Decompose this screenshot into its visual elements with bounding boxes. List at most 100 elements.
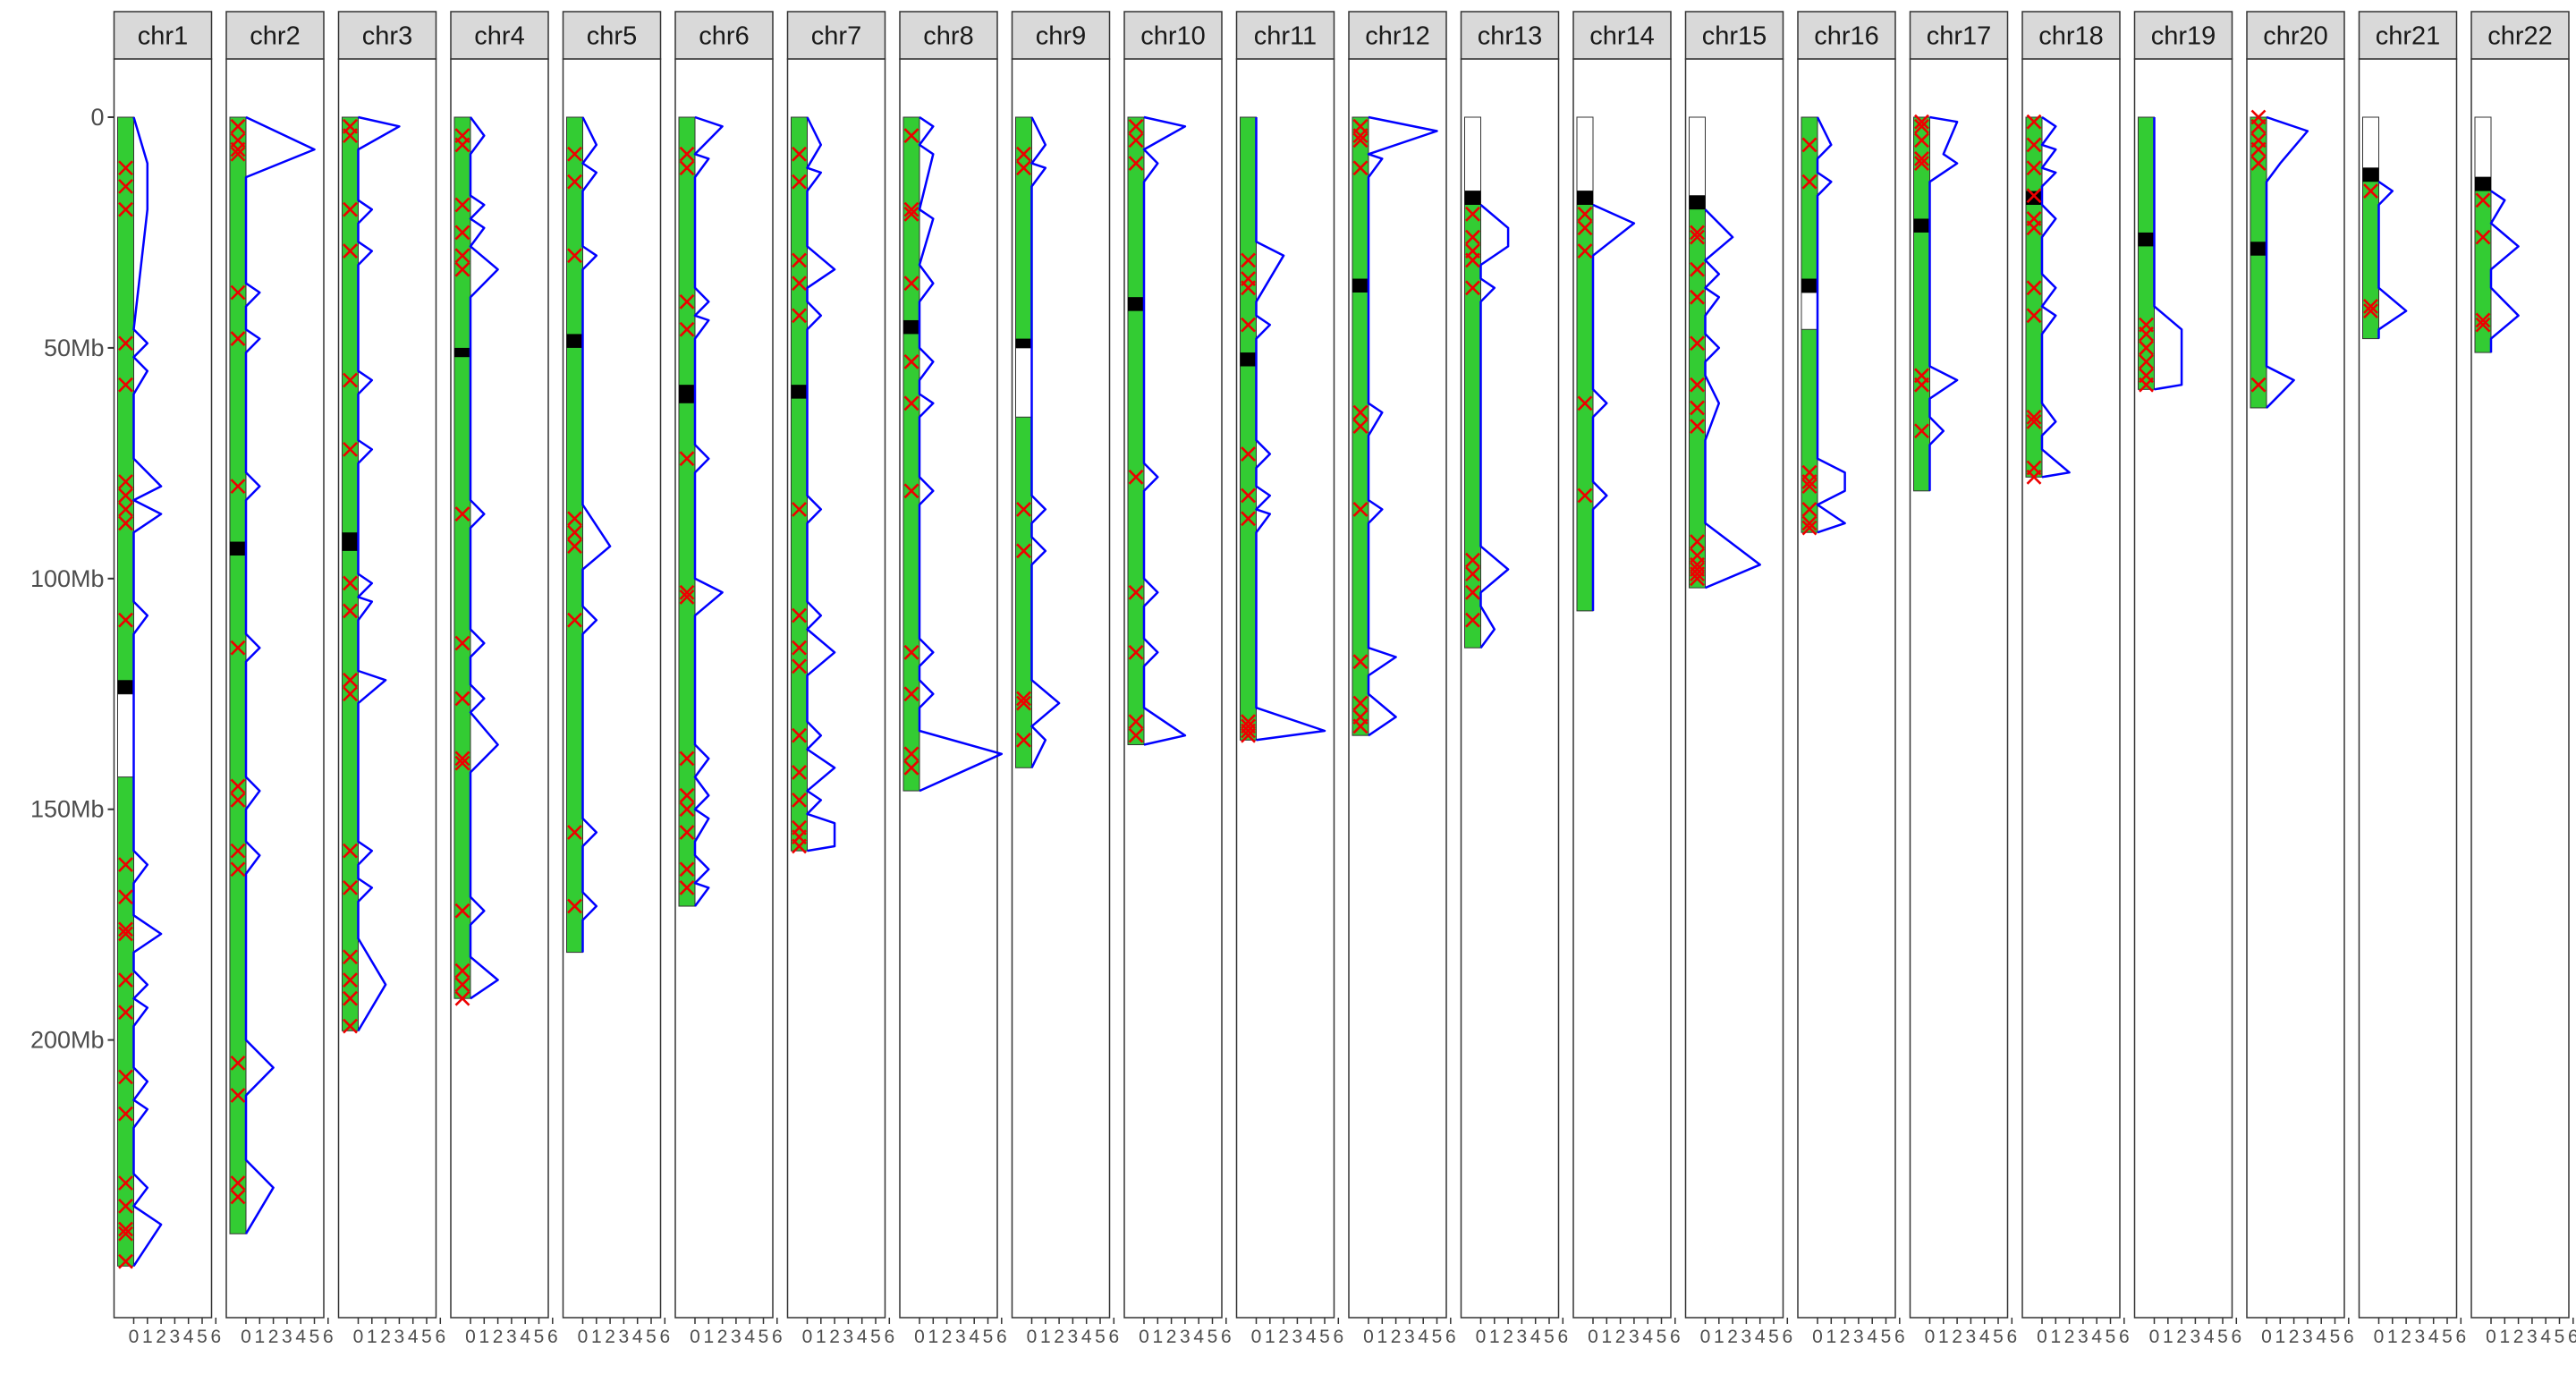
x-tick-label: 1 xyxy=(2499,1327,2510,1347)
strip-header xyxy=(1460,11,1560,60)
x-tick-label: 1 xyxy=(1489,1327,1500,1347)
marker-cross xyxy=(792,174,807,190)
centromere xyxy=(1464,191,1481,206)
x-tick-label: 6 xyxy=(323,1327,334,1347)
marker-cross xyxy=(1914,114,1929,130)
x-tick-label: 0 xyxy=(1925,1327,1936,1347)
marker-cross xyxy=(2475,229,2491,245)
marker-cross xyxy=(1128,584,1144,600)
x-tick-label: 3 xyxy=(731,1327,741,1347)
x-tick-label: 0 xyxy=(1251,1327,1262,1347)
x-tick-label: 5 xyxy=(421,1327,432,1347)
marker-cross xyxy=(2026,280,2042,296)
marker-cross xyxy=(454,755,470,771)
marker-cross xyxy=(1801,520,1818,536)
marker-cross xyxy=(903,206,919,222)
marker-cross xyxy=(118,488,133,504)
marker-cross xyxy=(118,377,133,393)
marker-cross xyxy=(343,575,358,591)
marker-cross xyxy=(903,395,919,411)
x-tick-label: 3 xyxy=(1180,1327,1191,1347)
panel-chr12: chr12 0 1 2 3 4 5 6 xyxy=(1348,11,1456,1347)
marker-cross xyxy=(1690,335,1705,352)
x-tick-label: 0 xyxy=(2149,1327,2160,1347)
centromere xyxy=(1128,297,1144,311)
strip-label: chr4 xyxy=(474,22,524,51)
chromosome-bar xyxy=(2250,116,2267,409)
x-tick-label: 1 xyxy=(1714,1327,1724,1347)
strip-header xyxy=(1909,11,2009,60)
x-tick-label: 6 xyxy=(659,1327,670,1347)
gap-region xyxy=(1576,116,1594,192)
marker-cross xyxy=(1352,419,1368,435)
density-line xyxy=(469,116,499,1000)
x-tick-label: 0 xyxy=(914,1327,925,1347)
marker-cross xyxy=(567,511,582,527)
strip-label: chr16 xyxy=(1814,22,1879,51)
marker-cross xyxy=(792,727,807,743)
marker-cross xyxy=(1465,280,1480,296)
centromere xyxy=(1577,191,1593,206)
x-tick-label: 5 xyxy=(1432,1327,1443,1347)
x-tick-label: 3 xyxy=(955,1327,966,1347)
centromere xyxy=(1015,338,1032,348)
strip-label: chr13 xyxy=(1478,22,1543,51)
marker-cross xyxy=(1690,229,1705,245)
y-tick-label: 50Mb xyxy=(44,335,105,361)
x-tick-label: 6 xyxy=(1333,1327,1343,1347)
x-tick-label: 6 xyxy=(547,1327,558,1347)
strip-header xyxy=(1684,11,1784,60)
strip-header xyxy=(1797,11,1896,60)
density-line xyxy=(1367,115,1438,737)
gap-region xyxy=(2362,116,2379,169)
x-tick-label: 5 xyxy=(1095,1327,1106,1347)
strip-label: chr2 xyxy=(250,22,300,51)
marker-cross xyxy=(1690,289,1705,305)
marker-cross xyxy=(1241,446,1256,462)
marker-cross xyxy=(1914,151,1929,166)
panel-chr22: chr22 0 1 2 3 4 5 6 xyxy=(2470,11,2576,1347)
x-tick-label: 5 xyxy=(1993,1327,2004,1347)
marker-cross xyxy=(903,746,919,762)
x-tick-label: 5 xyxy=(1657,1327,1667,1347)
panel-chr9: chr9 0 1 2 3 4 5 6 xyxy=(1011,11,1119,1347)
x-tick-label: 3 xyxy=(2415,1327,2426,1347)
marker-cross xyxy=(1352,502,1368,517)
marker-cross xyxy=(454,137,470,153)
x-tick-label: 2 xyxy=(2176,1327,2187,1347)
centromere xyxy=(1913,218,1930,233)
marker-cross xyxy=(1241,511,1256,527)
x-tick-label: 3 xyxy=(619,1327,630,1347)
x-tick-label: 3 xyxy=(170,1327,181,1347)
strip-label: chr9 xyxy=(1036,22,1086,51)
marker-cross xyxy=(2250,156,2267,171)
x-tick-label: 0 xyxy=(1027,1327,1038,1347)
strip-label: chr6 xyxy=(699,22,749,51)
marker-cross xyxy=(567,146,582,162)
marker-cross xyxy=(792,792,807,808)
x-tick-label: 5 xyxy=(646,1327,657,1347)
x-tick-label: 4 xyxy=(1081,1327,1092,1347)
marker-cross xyxy=(230,861,246,878)
marker-cross xyxy=(454,197,470,213)
x-tick-label: 4 xyxy=(1867,1327,1877,1347)
strip-label: chr7 xyxy=(811,22,861,51)
marker-cross xyxy=(454,506,470,522)
x-tick-label: 3 xyxy=(282,1327,292,1347)
x-tick-label: 6 xyxy=(1445,1327,1456,1347)
centromere xyxy=(1352,278,1368,293)
marker-cross xyxy=(343,843,358,859)
marker-cross xyxy=(2026,137,2042,153)
x-tick-label: 1 xyxy=(479,1327,489,1347)
marker-cross xyxy=(230,1175,246,1191)
x-tick-label: 0 xyxy=(2486,1327,2496,1347)
x-tick-label: 5 xyxy=(983,1327,994,1347)
x-tick-label: 2 xyxy=(2064,1327,2075,1347)
chromosome-bar xyxy=(1127,116,1145,745)
marker-cross xyxy=(1577,488,1593,504)
x-tick-label: 6 xyxy=(1670,1327,1681,1347)
x-tick-label: 4 xyxy=(1306,1327,1317,1347)
x-tick-label: 4 xyxy=(1530,1327,1541,1347)
x-tick-label: 2 xyxy=(268,1327,279,1347)
x-tick-label: 1 xyxy=(1265,1327,1275,1347)
